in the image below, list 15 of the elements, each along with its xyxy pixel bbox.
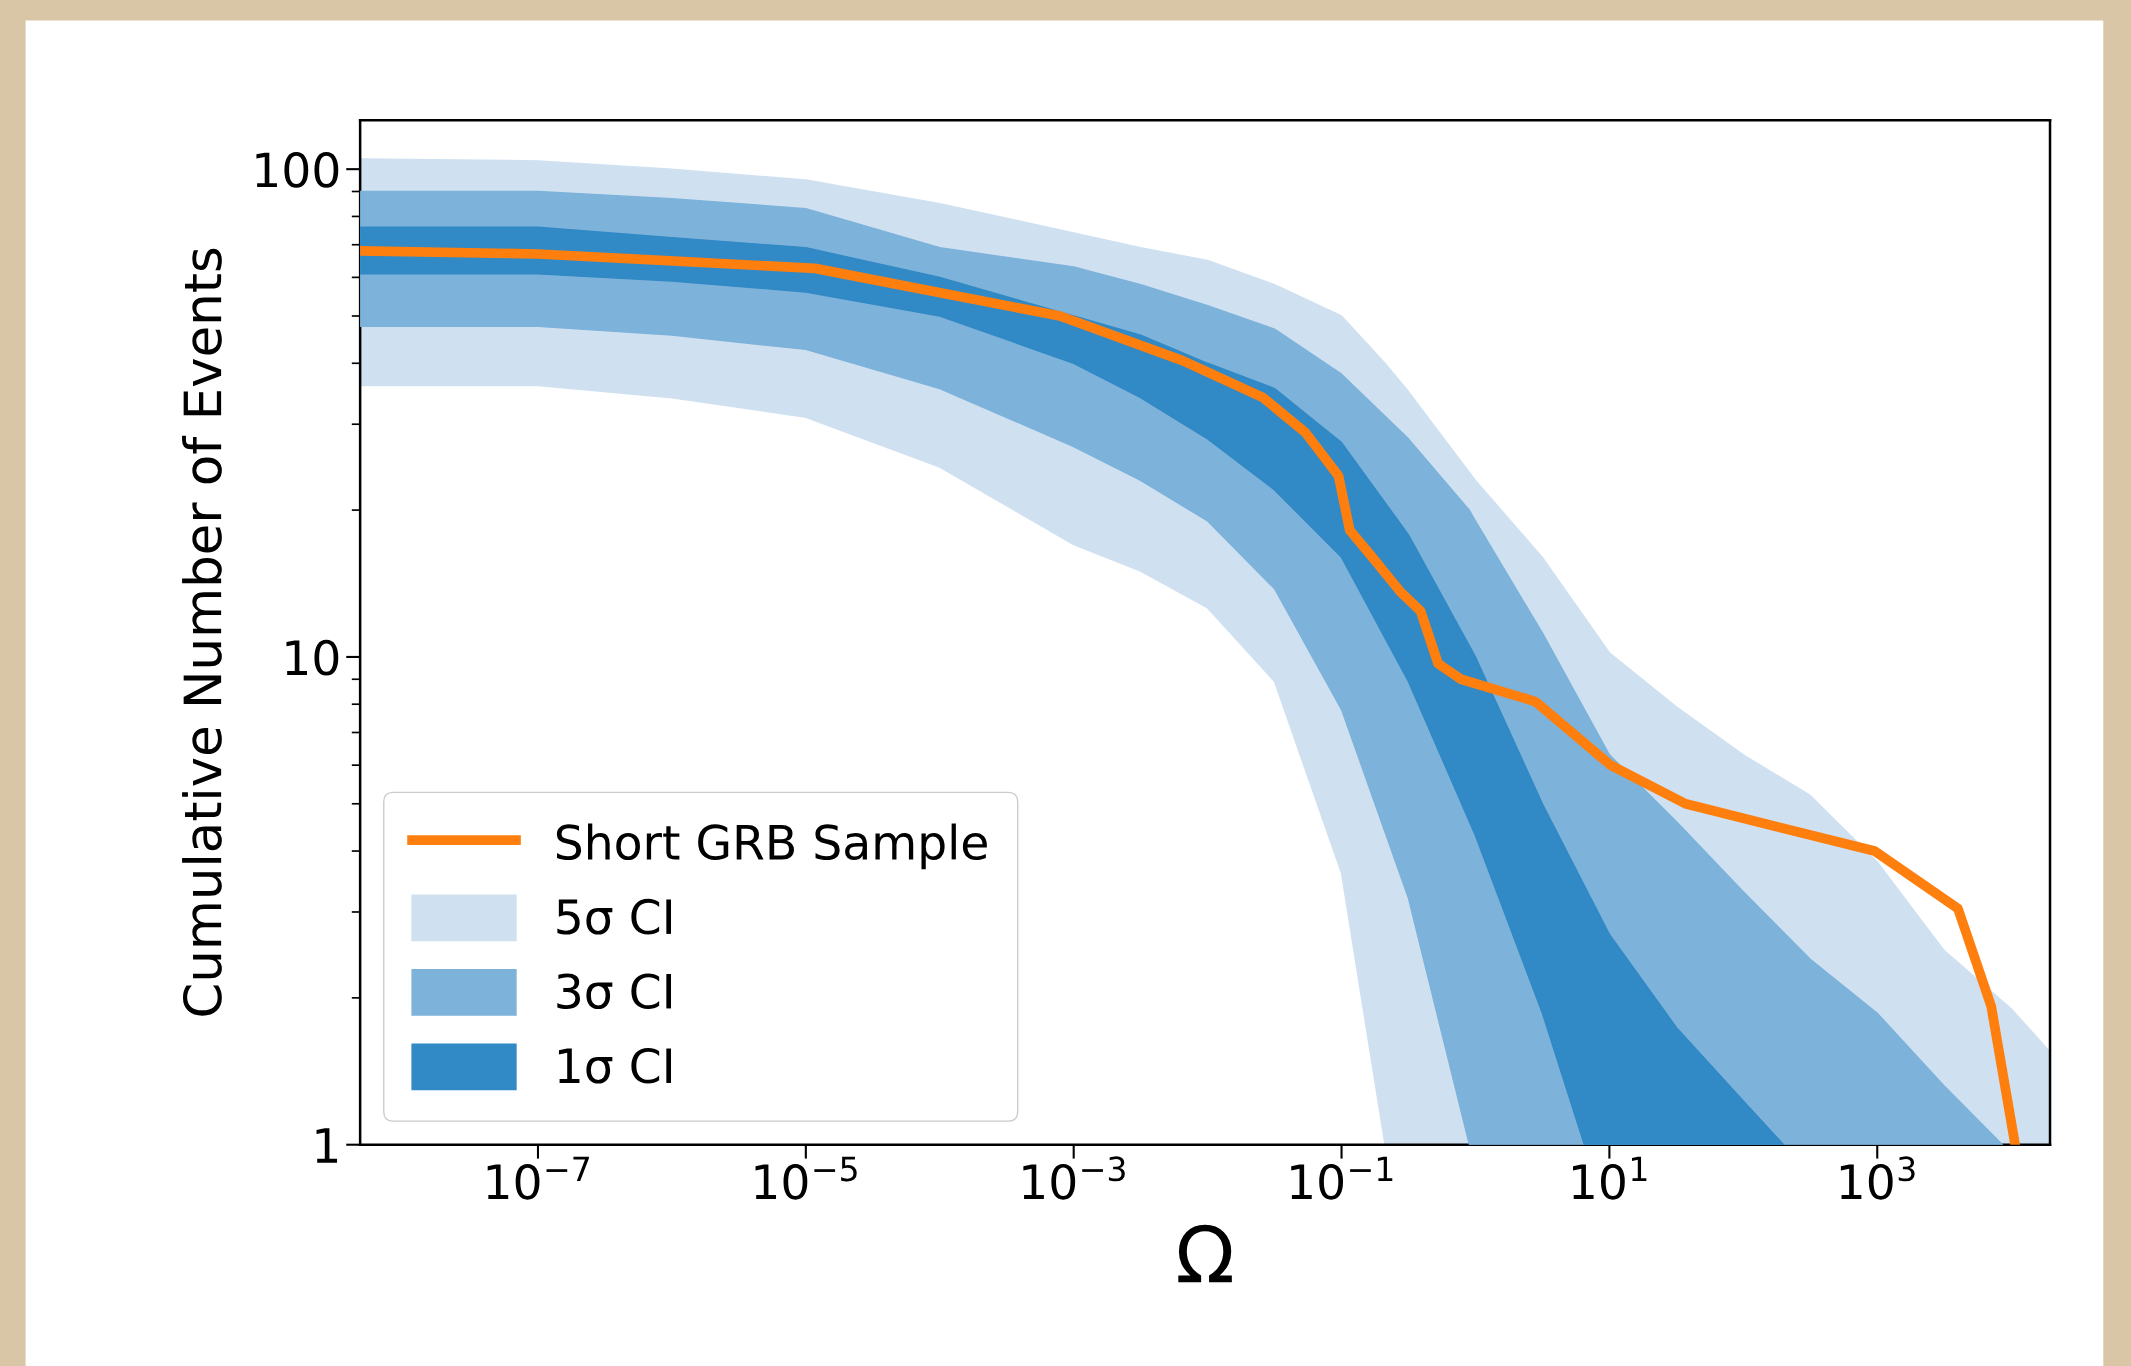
legend-label: 5σ CI bbox=[557, 898, 671, 935]
x-tick-label: 10$^{−5}$ bbox=[755, 1156, 857, 1200]
x-tick-label: 10$^{−3}$ bbox=[1023, 1156, 1125, 1200]
legend-label: Short GRB Sample bbox=[556, 823, 987, 870]
x-tick-label: 10$^{1}$ bbox=[1573, 1156, 1647, 1200]
legend-label: 1σ CI bbox=[558, 1047, 671, 1084]
x-axis-title: Ω bbox=[1178, 1224, 1232, 1283]
x-tick-label: 10$^{−7}$ bbox=[487, 1156, 589, 1200]
y-tick-label: 100 bbox=[256, 152, 339, 188]
y-tick-label: 10 bbox=[286, 639, 339, 676]
y-axis-title: Cumulative Number of Events bbox=[182, 248, 222, 1016]
x-tick-label: 10$^{−1}$ bbox=[1291, 1156, 1393, 1200]
x-tick-label: 10$^{3}$ bbox=[1840, 1156, 1915, 1200]
legend-label: 3σ CI bbox=[557, 973, 671, 1010]
y-tick-label: 1 bbox=[316, 1128, 338, 1163]
